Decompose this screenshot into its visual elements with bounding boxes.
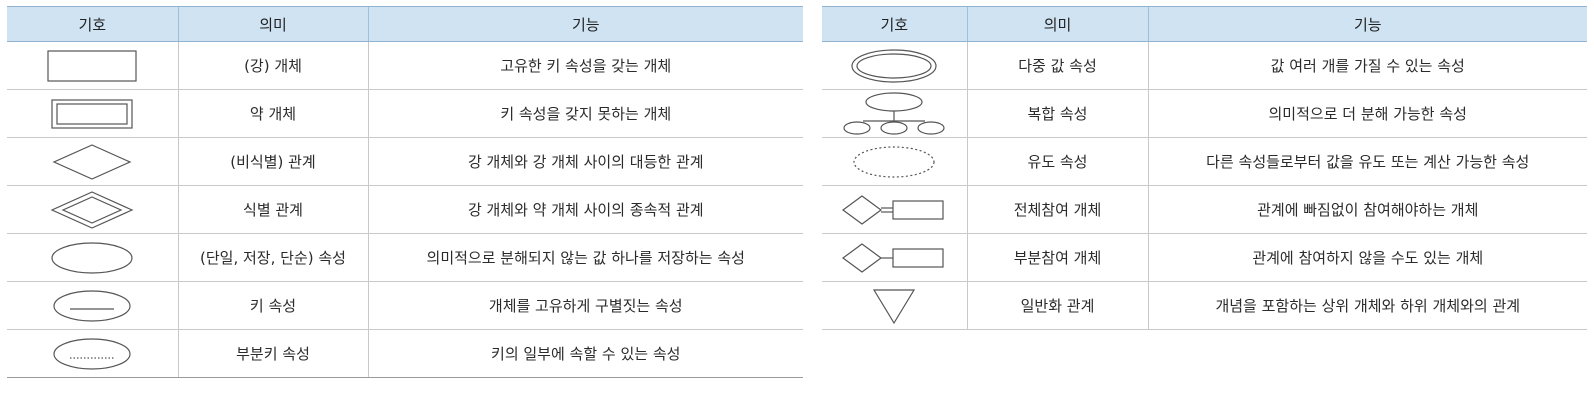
- table-row: 식별 관계 강 개체와 약 개체 사이의 종속적 관계: [7, 185, 803, 234]
- meaning-cell: 식별 관계: [177, 185, 368, 234]
- inverted-triangle-icon: [873, 288, 916, 324]
- header-symbol: 기호: [822, 6, 967, 42]
- function-cell: 키 속성을 갖지 못하는 개체: [367, 89, 803, 138]
- meaning-cell: 부분키 속성: [177, 329, 368, 378]
- table-row: (단일, 저장, 단순) 속성 의미적으로 분해되지 않는 값 하나를 저장하는…: [7, 233, 803, 282]
- function-cell: 관계에 빠짐없이 참여해야하는 개체: [1147, 185, 1587, 234]
- diamond-line-rectangle-icon: [842, 242, 944, 273]
- header-function: 기능: [367, 6, 803, 42]
- header-function: 기능: [1147, 6, 1587, 42]
- symbol-cell: [7, 185, 178, 234]
- meaning-cell: 부분참여 개체: [966, 233, 1148, 282]
- table-row: (강) 개체 고유한 키 속성을 갖는 개체: [7, 41, 803, 90]
- header-meaning: 의미: [177, 6, 368, 42]
- table-row: (비식별) 관계 강 개체와 강 개체 사이의 대등한 관계: [7, 137, 803, 186]
- symbol-cell: [7, 41, 178, 90]
- symbol-cell: [822, 281, 967, 330]
- meaning-cell: 일반화 관계: [966, 281, 1148, 330]
- table-row: 전체참여 개체 관계에 빠짐없이 참여해야하는 개체: [822, 185, 1587, 234]
- er-symbol-table-left: 기호 의미 기능 (강) 개체 고유한 키 속성을 갖는 개체 약 개체 키 속…: [7, 6, 803, 378]
- meaning-cell: 복합 속성: [966, 89, 1148, 138]
- table-row: 유도 속성 다른 속성들로부터 값을 유도 또는 계산 가능한 속성: [822, 137, 1587, 186]
- table-row: 약 개체 키 속성을 갖지 못하는 개체: [7, 89, 803, 138]
- function-cell: 고유한 키 속성을 갖는 개체: [367, 41, 803, 90]
- meaning-cell: 키 속성: [177, 281, 368, 330]
- symbol-cell: [7, 329, 178, 378]
- function-cell: 의미적으로 분해되지 않는 값 하나를 저장하는 속성: [367, 233, 803, 282]
- symbol-cell: [7, 89, 178, 138]
- diamond-double-line-rectangle-icon: [842, 194, 944, 225]
- diamond-icon: [52, 143, 132, 180]
- header-meaning: 의미: [966, 6, 1148, 42]
- meaning-cell: 약 개체: [177, 89, 368, 138]
- ellipse-underline-icon: [53, 289, 131, 322]
- double-ellipse-icon: [851, 48, 937, 83]
- symbol-cell: [822, 233, 967, 282]
- double-diamond-icon: [50, 190, 134, 229]
- table-row: 키 속성 개체를 고유하게 구별짓는 속성: [7, 281, 803, 330]
- symbol-cell: [822, 137, 967, 186]
- table-row: 일반화 관계 개념을 포함하는 상위 개체와 하위 개체와의 관계: [822, 281, 1587, 330]
- function-cell: 강 개체와 강 개체 사이의 대등한 관계: [367, 137, 803, 186]
- function-cell: 키의 일부에 속할 수 있는 속성: [367, 329, 803, 378]
- meaning-cell: 유도 속성: [966, 137, 1148, 186]
- table-row: 부분키 속성 키의 일부에 속할 수 있는 속성: [7, 329, 803, 378]
- header-symbol: 기호: [7, 6, 178, 42]
- symbol-cell: [822, 89, 967, 138]
- table-row: 부분참여 개체 관계에 참여하지 않을 수도 있는 개체: [822, 233, 1587, 282]
- function-cell: 다른 속성들로부터 값을 유도 또는 계산 가능한 속성: [1147, 137, 1587, 186]
- function-cell: 관계에 참여하지 않을 수도 있는 개체: [1147, 233, 1587, 282]
- meaning-cell: 다중 값 속성: [966, 41, 1148, 90]
- ellipse-icon: [51, 241, 133, 274]
- symbol-cell: [7, 233, 178, 282]
- er-symbol-table-right: 기호 의미 기능 다중 값 속성 값 여러 개를 가질 수 있는 속성: [822, 6, 1587, 330]
- function-cell: 개념을 포함하는 상위 개체와 하위 개체와의 관계: [1147, 281, 1587, 330]
- composite-ellipse-icon: [843, 91, 945, 135]
- symbol-cell: [822, 185, 967, 234]
- symbol-cell: [822, 41, 967, 90]
- meaning-cell: 전체참여 개체: [966, 185, 1148, 234]
- table-header-row: 기호 의미 기능: [7, 6, 803, 42]
- table-row: 다중 값 속성 값 여러 개를 가질 수 있는 속성: [822, 41, 1587, 90]
- table-header-row: 기호 의미 기능: [822, 6, 1587, 42]
- function-cell: 개체를 고유하게 구별짓는 속성: [367, 281, 803, 330]
- double-rectangle-icon: [51, 98, 133, 129]
- table-row: 복합 속성 의미적으로 더 분해 가능한 속성: [822, 89, 1587, 138]
- function-cell: 강 개체와 약 개체 사이의 종속적 관계: [367, 185, 803, 234]
- rectangle-icon: [47, 49, 137, 82]
- symbol-cell: [7, 281, 178, 330]
- ellipse-dotted-underline-icon: [53, 337, 131, 370]
- function-cell: 의미적으로 더 분해 가능한 속성: [1147, 89, 1587, 138]
- dashed-ellipse-icon: [853, 145, 935, 178]
- meaning-cell: (비식별) 관계: [177, 137, 368, 186]
- meaning-cell: (단일, 저장, 단순) 속성: [177, 233, 368, 282]
- meaning-cell: (강) 개체: [177, 41, 368, 90]
- symbol-cell: [7, 137, 178, 186]
- function-cell: 값 여러 개를 가질 수 있는 속성: [1147, 41, 1587, 90]
